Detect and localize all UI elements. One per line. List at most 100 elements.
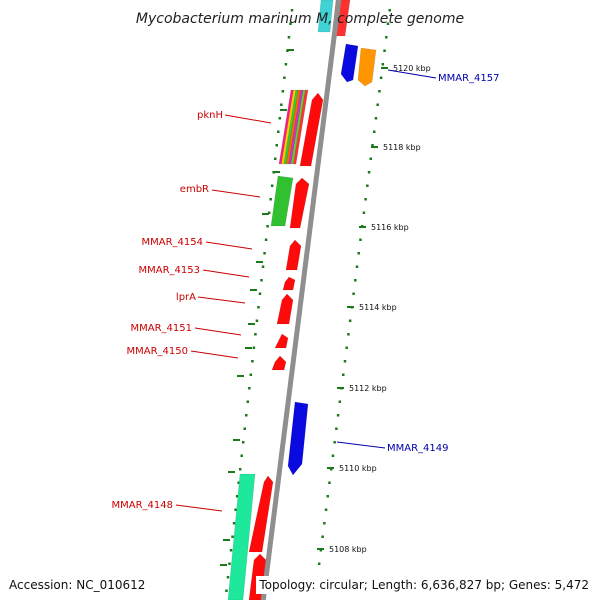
- track-dot: [235, 495, 239, 498]
- gene-MMAR_4154: [285, 239, 302, 271]
- track-dot: [278, 117, 282, 120]
- track-dot: [228, 562, 231, 565]
- track-dot: [260, 279, 263, 282]
- track-dot: [323, 522, 326, 525]
- map-title: Mycobacterium marinum M, complete genome: [136, 11, 464, 27]
- gene-leader-line: [336, 441, 386, 449]
- track-dot: [241, 441, 245, 444]
- track-dot: [369, 157, 373, 160]
- track-dot: [254, 333, 257, 336]
- track-dot: [261, 265, 265, 268]
- gene-MMAR_4153: [282, 276, 296, 291]
- track-dot: [283, 76, 286, 79]
- track-dot: [379, 76, 383, 79]
- gene-leader-line: [197, 296, 246, 304]
- track-dot: [348, 319, 352, 322]
- track-dot: [257, 306, 260, 309]
- genome-backbone: [260, 0, 342, 600]
- tick-label: 5108 kbp: [329, 545, 367, 554]
- gene-stripe: [293, 89, 309, 165]
- track-dot: [324, 508, 328, 511]
- gene-label: MMAR_4157: [438, 73, 500, 84]
- accession-info: Accession: NC_010612: [6, 576, 149, 594]
- gene-label: MMAR_4148: [112, 500, 174, 511]
- track-dot: [357, 252, 360, 255]
- track-dot: [229, 549, 233, 552]
- track-dot: [383, 49, 386, 52]
- track-dot: [354, 279, 357, 282]
- track-dot: [372, 130, 376, 133]
- gene-pknH: [299, 92, 324, 167]
- track-dot: [273, 157, 277, 160]
- gene-MMAR_4151: [274, 333, 289, 349]
- track-dot: [284, 63, 288, 66]
- track-dot: [381, 63, 385, 66]
- track-dot: [359, 238, 362, 241]
- track-dot: [362, 211, 366, 214]
- gene-label: MMAR_4150: [127, 346, 189, 357]
- track-dot: [342, 373, 345, 376]
- gene-label: pknH: [197, 110, 223, 121]
- track-dot: [321, 535, 324, 538]
- gene-MMAR_4150: [271, 355, 287, 371]
- gene-lprA: [276, 293, 294, 325]
- track-dot: [385, 36, 388, 39]
- track-dot: [289, 22, 292, 25]
- gene-MMAR_4148-teal: [227, 473, 256, 600]
- track-dot: [251, 360, 254, 363]
- gene-label: lprA: [176, 292, 196, 303]
- track-dot: [371, 144, 374, 147]
- track-dot: [319, 549, 323, 552]
- track-dot: [255, 319, 259, 322]
- track-dot: [347, 333, 350, 336]
- track-dot: [249, 373, 253, 376]
- gene-label: MMAR_4153: [139, 265, 201, 276]
- track-dot: [258, 292, 262, 295]
- track-dot: [281, 90, 285, 93]
- track-dot: [231, 535, 234, 538]
- track-dot: [326, 495, 330, 498]
- track-dot: [333, 441, 336, 444]
- track-dot: [366, 184, 369, 187]
- track-dot: [355, 265, 359, 268]
- track-dot: [336, 414, 340, 417]
- gene-features: [227, 0, 377, 600]
- track-dot: [225, 589, 228, 592]
- gene-MMAR_4149: [287, 401, 309, 476]
- gene-embR-red: [289, 177, 310, 229]
- gene-top-cyan: [317, 0, 334, 33]
- gene-leader-line: [224, 114, 272, 124]
- track-dot: [280, 103, 283, 106]
- track-dot: [266, 225, 269, 228]
- tick-label: 5116 kbp: [371, 223, 409, 232]
- track-dot: [240, 454, 243, 457]
- topology-info: Topology: circular; Length: 6,636,827 bp…: [256, 576, 592, 594]
- track-dot: [345, 346, 348, 349]
- track-dot: [287, 36, 291, 39]
- gene-leader-line: [194, 327, 242, 336]
- track-dot: [263, 252, 266, 255]
- track-dot: [329, 468, 333, 471]
- tick-label: 5112 kbp: [349, 384, 387, 393]
- track-dot: [374, 117, 378, 120]
- track-dot: [331, 454, 335, 457]
- track-dot: [248, 387, 251, 390]
- track-dot: [290, 9, 294, 12]
- track-dot: [367, 171, 371, 174]
- track-dot: [343, 360, 347, 363]
- kbp-ticks: 5120 kbp 5118 kbp 5116 kbp 5114 kbp 5112 kbp…: [317, 64, 431, 554]
- track-dot: [376, 103, 379, 106]
- track-dot: [388, 9, 391, 12]
- gene-leader-line: [175, 504, 223, 512]
- track-dot: [269, 198, 272, 201]
- gene-leader-line: [205, 241, 253, 250]
- track-dot: [364, 198, 367, 201]
- track-dot: [317, 562, 321, 565]
- gene-orange: [357, 47, 377, 87]
- track-dot: [275, 144, 278, 147]
- gene-label: embR: [180, 184, 209, 195]
- gene-leader-line: [190, 350, 239, 359]
- track-dot: [335, 427, 338, 430]
- gene-blue-top: [340, 43, 359, 83]
- gene-embR-green: [270, 175, 294, 227]
